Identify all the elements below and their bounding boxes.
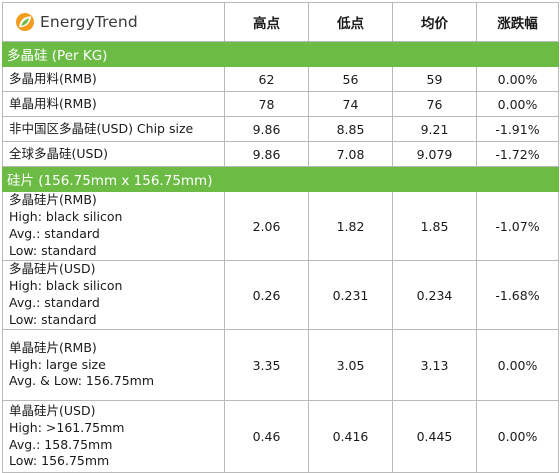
cell-low: 56 [308, 66, 393, 92]
logo-cell: EnergyTrend [2, 2, 225, 42]
row-label-line: Low: standard [9, 242, 97, 258]
cell-average: 1.85 [392, 191, 477, 261]
header-low: 低点 [308, 2, 393, 42]
section-header-wafer: 硅片 (156.75mm x 156.75mm) [2, 166, 559, 192]
cell-low: 1.82 [308, 191, 393, 261]
row-label: 非中国区多晶硅(USD) Chip size [2, 116, 225, 142]
logo-text: EnergyTrend [40, 13, 138, 31]
cell-average: 9.21 [392, 116, 477, 142]
row-label-line: High: black silicon [9, 209, 123, 225]
row-label: 多晶用料(RMB) [2, 66, 225, 92]
table-row: 单晶硅片(RMB) High: large size Avg. & Low: 1… [2, 329, 559, 401]
cell-change: 0.00% [476, 400, 559, 473]
header-average: 均价 [392, 2, 477, 42]
row-label-line: 多晶硅片(RMB) [9, 192, 97, 208]
cell-low: 0.416 [308, 400, 393, 473]
cell-low: 7.08 [308, 141, 393, 167]
cell-low: 3.05 [308, 329, 393, 401]
row-label-line: Avg. & Low: 156.75mm [9, 373, 155, 389]
row-label-line: 多晶硅片(USD) [9, 261, 96, 277]
cell-average: 0.234 [392, 260, 477, 330]
cell-average: 59 [392, 66, 477, 92]
section-title: 多晶硅 (Per KG) [2, 41, 559, 67]
section-header-polysilicon: 多晶硅 (Per KG) [2, 41, 559, 67]
row-label-line: Avg.: 158.75mm [9, 436, 113, 452]
row-label-line: 单晶硅片(USD) [9, 402, 96, 418]
row-label: 单晶硅片(RMB) High: large size Avg. & Low: 1… [2, 329, 225, 401]
row-label-line: Low: standard [9, 311, 97, 327]
cell-high: 0.26 [224, 260, 309, 330]
cell-change: 0.00% [476, 66, 559, 92]
table-row: 单晶硅片(USD) High: >161.75mm Avg.: 158.75mm… [2, 400, 559, 473]
table-row: 单晶用料(RMB) 78 74 76 0.00% [2, 91, 559, 117]
cell-low: 8.85 [308, 116, 393, 142]
row-label: 多晶硅片(USD) High: black silicon Avg.: stan… [2, 260, 225, 330]
row-label-line: High: black silicon [9, 278, 123, 294]
leaf-logo-icon [16, 13, 34, 31]
row-label-line: 单晶硅片(RMB) [9, 339, 97, 355]
cell-high: 9.86 [224, 141, 309, 167]
row-label-line: Avg.: standard [9, 295, 100, 310]
cell-low: 74 [308, 91, 393, 117]
cell-change: 0.00% [476, 91, 559, 117]
cell-change: -1.07% [476, 191, 559, 261]
table-row: 非中国区多晶硅(USD) Chip size 9.86 8.85 9.21 -1… [2, 116, 559, 142]
cell-high: 9.86 [224, 116, 309, 142]
cell-average: 76 [392, 91, 477, 117]
header-high: 高点 [224, 2, 309, 42]
table-row: 多晶硅片(RMB) High: black silicon Avg.: stan… [2, 191, 559, 261]
row-label: 多晶硅片(RMB) High: black silicon Avg.: stan… [2, 191, 225, 261]
cell-high: 78 [224, 91, 309, 117]
cell-low: 0.231 [308, 260, 393, 330]
section-title: 硅片 (156.75mm x 156.75mm) [2, 166, 559, 192]
cell-high: 62 [224, 66, 309, 92]
row-label: 全球多晶硅(USD) [2, 141, 225, 167]
table-row: 多晶用料(RMB) 62 56 59 0.00% [2, 66, 559, 92]
row-label: 单晶硅片(USD) High: >161.75mm Avg.: 158.75mm… [2, 400, 225, 473]
cell-change: -1.91% [476, 116, 559, 142]
row-label-line: High: >161.75mm [9, 419, 125, 435]
row-label-line: Low: 156.75mm [9, 453, 110, 469]
row-label-line: High: large size [9, 356, 106, 372]
energytrend-logo: EnergyTrend [15, 12, 138, 32]
cell-average: 0.445 [392, 400, 477, 473]
cell-change: -1.68% [476, 260, 559, 330]
cell-high: 2.06 [224, 191, 309, 261]
table-row: 全球多晶硅(USD) 9.86 7.08 9.079 -1.72% [2, 141, 559, 167]
cell-average: 3.13 [392, 329, 477, 401]
row-label-line: Avg.: standard [9, 226, 100, 241]
table-header-row: EnergyTrend 高点 低点 均价 涨跌幅 [2, 2, 559, 42]
table-row: 多晶硅片(USD) High: black silicon Avg.: stan… [2, 260, 559, 330]
row-label: 单晶用料(RMB) [2, 91, 225, 117]
cell-change: -1.72% [476, 141, 559, 167]
cell-high: 3.35 [224, 329, 309, 401]
cell-high: 0.46 [224, 400, 309, 473]
cell-change: 0.00% [476, 329, 559, 401]
header-change: 涨跌幅 [476, 2, 559, 42]
cell-average: 9.079 [392, 141, 477, 167]
